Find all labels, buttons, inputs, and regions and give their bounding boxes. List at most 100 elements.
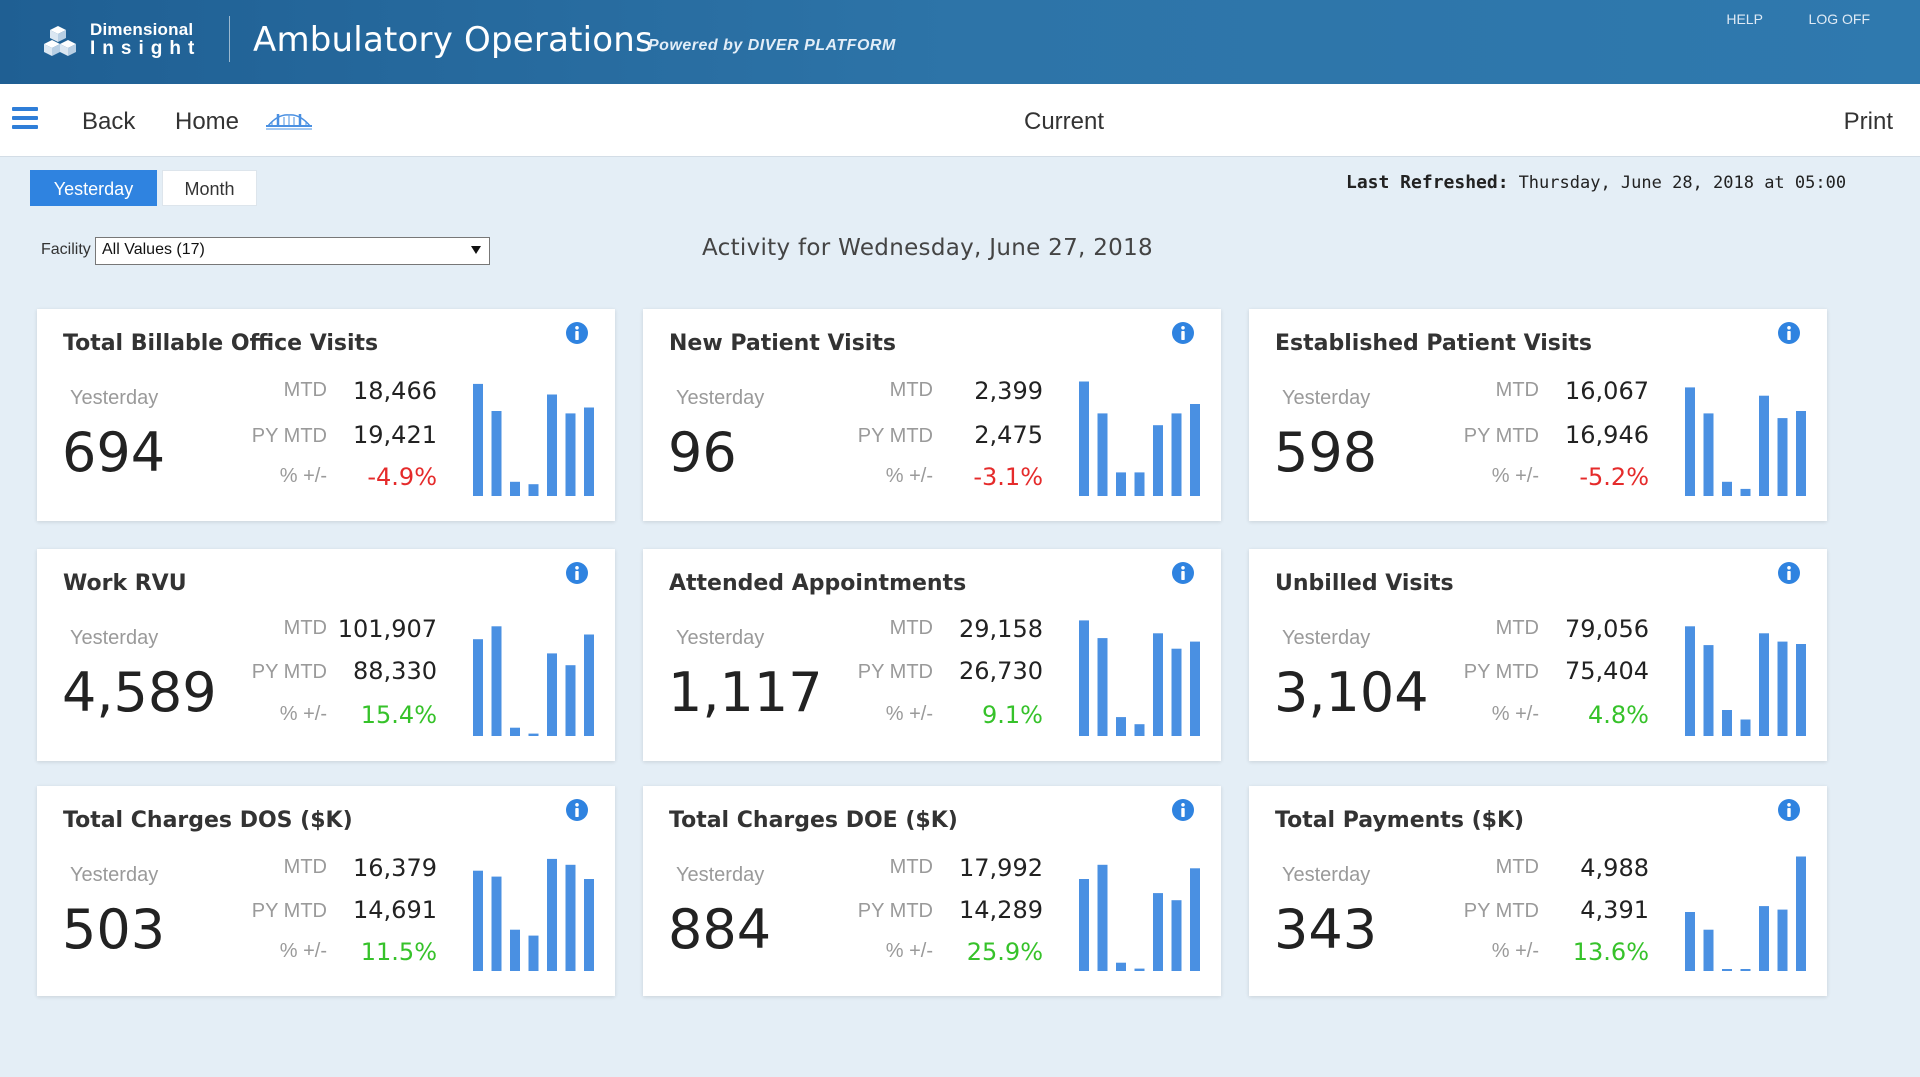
- info-icon[interactable]: [1777, 798, 1801, 822]
- sparkline-bar: [1796, 856, 1806, 971]
- menu-icon[interactable]: [12, 107, 38, 129]
- pct-change-label: % +/-: [1491, 940, 1539, 962]
- kpi-card[interactable]: Total Charges DOS ($K) Yesterday 503 MTD 16,…: [37, 786, 615, 996]
- sparkline-bar: [1722, 481, 1732, 496]
- py-mtd-label: PY MTD: [857, 425, 933, 447]
- info-icon[interactable]: [1171, 798, 1195, 822]
- kpi-card-title: Attended Appointments: [669, 571, 967, 596]
- kpi-card-title: Total Charges DOS ($K): [63, 808, 353, 833]
- mtd-label: MTD: [283, 379, 327, 401]
- sparkline-bar: [1796, 411, 1806, 496]
- sparkline-bar: [1171, 900, 1182, 971]
- yesterday-value: 503: [62, 898, 166, 961]
- kpi-card[interactable]: Work RVU Yesterday 4,589 MTD 101,907 PY MTD 88…: [37, 549, 615, 761]
- yesterday-label: Yesterday: [676, 864, 765, 886]
- month-toggle[interactable]: Month: [162, 170, 257, 206]
- info-icon[interactable]: [565, 561, 589, 585]
- sparkline-bar: [1116, 717, 1126, 736]
- sparkline-bar: [1190, 868, 1200, 971]
- py-mtd-label: PY MTD: [857, 900, 933, 922]
- py-mtd-value: 14,289: [959, 896, 1043, 924]
- py-mtd-value: 75,404: [1565, 657, 1649, 685]
- sparkline-chart: [1685, 856, 1806, 971]
- info-icon[interactable]: [565, 798, 589, 822]
- print-button[interactable]: Print: [1843, 108, 1893, 135]
- yesterday-label: Yesterday: [676, 387, 765, 409]
- yesterday-value: 694: [62, 421, 166, 484]
- pct-change-value: 13.6%: [1572, 938, 1649, 966]
- info-icon[interactable]: [1777, 561, 1801, 585]
- logo-cubes-icon: [44, 26, 76, 56]
- py-mtd-value: 19,421: [353, 421, 437, 449]
- info-icon[interactable]: [1777, 321, 1801, 345]
- kpi-card[interactable]: Total Charges DOE ($K) Yesterday 884 MTD 17,…: [643, 786, 1221, 996]
- pct-change-label: % +/-: [279, 703, 327, 725]
- yesterday-value: 1,117: [668, 661, 823, 724]
- sparkline-bar: [1777, 909, 1788, 971]
- app-header: Dimensional Insight Ambulatory Operation…: [0, 0, 1920, 84]
- help-link[interactable]: HELP: [1726, 11, 1763, 27]
- sparkline-bar: [1079, 620, 1089, 736]
- kpi-card-title: Established Patient Visits: [1275, 331, 1593, 356]
- kpi-card-title: Work RVU: [63, 571, 187, 596]
- mtd-value: 16,067: [1565, 377, 1649, 405]
- back-button[interactable]: Back: [82, 108, 136, 135]
- py-mtd-label: PY MTD: [1463, 661, 1539, 683]
- pct-change-label: % +/-: [885, 465, 933, 487]
- bridge-icon[interactable]: [264, 110, 314, 132]
- sparkline-bar: [565, 864, 576, 971]
- kpi-card[interactable]: Total Billable Office Visits Yesterday 694…: [37, 309, 615, 521]
- sparkline-bar: [528, 733, 539, 736]
- sparkline-bar: [1703, 929, 1714, 971]
- py-mtd-label: PY MTD: [251, 900, 327, 922]
- kpi-card-title: New Patient Visits: [669, 331, 896, 356]
- info-icon[interactable]: [1171, 321, 1195, 345]
- mtd-value: 18,466: [353, 377, 437, 405]
- sparkline-bar: [1153, 633, 1163, 736]
- logo-line1: Dimensional: [90, 20, 194, 39]
- info-icon[interactable]: [1171, 561, 1195, 585]
- sparkline-chart: [1685, 626, 1806, 736]
- py-mtd-value: 16,946: [1565, 421, 1649, 449]
- kpi-card-title: Unbilled Visits: [1275, 571, 1454, 596]
- yesterday-label: Yesterday: [70, 387, 159, 409]
- sparkline-bar: [1740, 719, 1751, 736]
- home-button[interactable]: Home: [175, 108, 240, 135]
- sparkline-bar: [510, 929, 520, 971]
- yesterday-label: Yesterday: [676, 627, 765, 649]
- sparkline-chart: [1685, 387, 1806, 496]
- sparkline-bar: [1796, 644, 1806, 736]
- kpi-card[interactable]: Total Payments ($K) Yesterday 343 MTD 4,988 P…: [1249, 786, 1827, 996]
- pct-change-value: -5.2%: [1579, 463, 1649, 491]
- sparkline-bar: [1097, 864, 1108, 971]
- app-title: Ambulatory Operations: [253, 20, 653, 60]
- info-icon[interactable]: [565, 321, 589, 345]
- mtd-label: MTD: [1495, 617, 1539, 639]
- py-mtd-value: 2,475: [974, 421, 1043, 449]
- py-mtd-label: PY MTD: [1463, 425, 1539, 447]
- sparkline-bar: [1153, 893, 1163, 971]
- yesterday-toggle[interactable]: Yesterday: [30, 170, 157, 206]
- logoff-link[interactable]: LOG OFF: [1808, 11, 1870, 27]
- last-refreshed: Last Refreshed: Thursday, June 28, 2018 a…: [1346, 172, 1846, 193]
- pct-change-label: % +/-: [279, 940, 327, 962]
- kpi-card[interactable]: Established Patient Visits Yesterday 598 MT…: [1249, 309, 1827, 521]
- sparkline-bar: [1171, 648, 1182, 736]
- last-refreshed-timestamp: Thursday, June 28, 2018 at 05:00: [1518, 173, 1847, 193]
- facility-select[interactable]: All Values (17): [95, 237, 490, 265]
- kpi-card[interactable]: Attended Appointments Yesterday 1,117 MTD 29…: [643, 549, 1221, 761]
- sparkline-bar: [1703, 645, 1714, 736]
- pct-change-label: % +/-: [885, 703, 933, 725]
- sparkline-bar: [473, 870, 483, 971]
- sparkline-bar: [565, 413, 576, 496]
- kpi-card[interactable]: Unbilled Visits Yesterday 3,104 MTD 79,056 PY…: [1249, 549, 1827, 761]
- sparkline-bar: [1134, 968, 1145, 971]
- sparkline-bar: [1685, 626, 1695, 736]
- mtd-value: 4,988: [1580, 854, 1649, 882]
- kpi-card[interactable]: New Patient Visits Yesterday 96 MTD 2,399 PY …: [643, 309, 1221, 521]
- sparkline-bar: [473, 383, 483, 496]
- yesterday-value: 343: [1274, 898, 1378, 961]
- mtd-label: MTD: [1495, 856, 1539, 878]
- sparkline-chart: [473, 383, 594, 496]
- sparkline-bar: [584, 407, 594, 496]
